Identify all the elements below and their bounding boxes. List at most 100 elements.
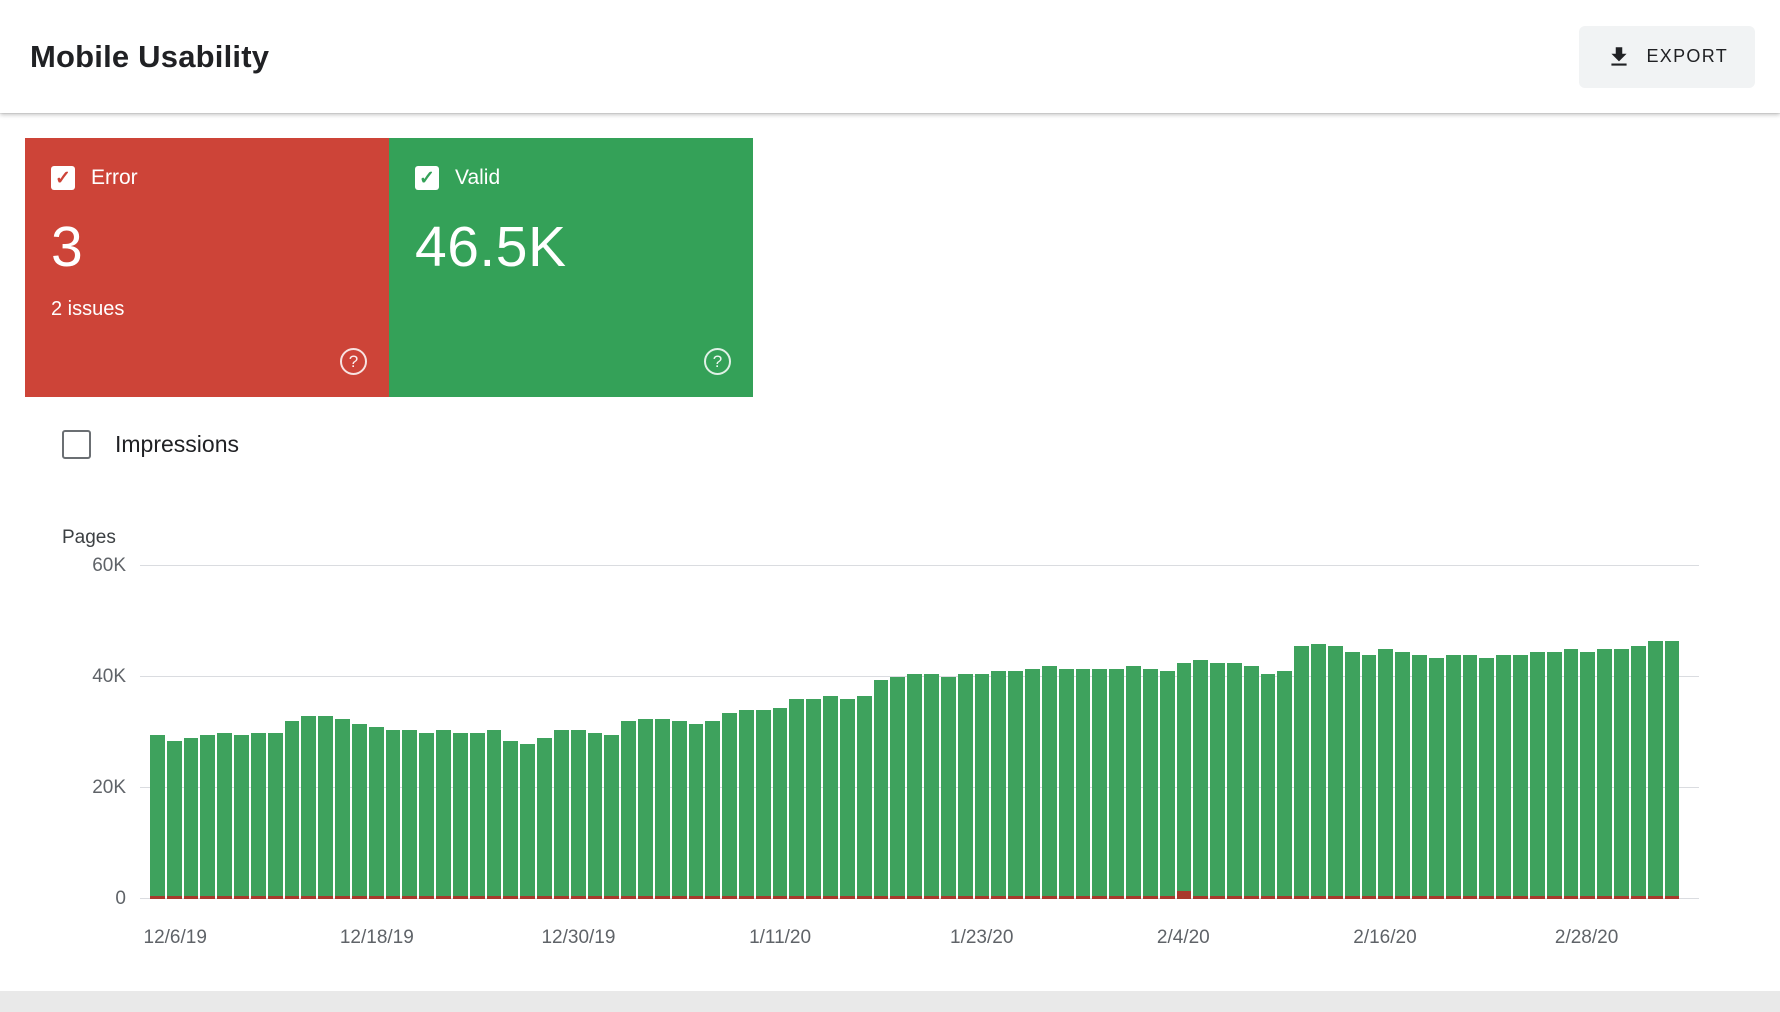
chart-bar[interactable] [183,566,199,899]
chart-bar[interactable] [1529,566,1545,899]
chart-bar[interactable] [1025,566,1040,899]
chart-bar[interactable] [486,566,502,899]
chart-bar[interactable] [1008,566,1024,899]
impressions-toggle[interactable]: Impressions [62,430,239,459]
chart-bar[interactable] [1580,566,1596,899]
chart-bar[interactable] [789,566,805,899]
chart-bar[interactable] [436,566,451,899]
error-filter-checkbox[interactable]: ✓ [51,166,75,190]
chart-bar[interactable] [200,566,216,899]
chart-bar[interactable] [722,566,737,899]
valid-card[interactable]: ✓ Valid 46.5K ? [389,138,753,397]
chart-bar[interactable] [1041,566,1057,899]
chart-bar[interactable] [1664,566,1680,899]
chart-bar[interactable] [335,566,350,899]
chart-bar[interactable] [856,566,872,899]
chart-bar[interactable] [1227,566,1242,899]
chart-bar[interactable] [671,566,687,899]
chart-bar[interactable] [839,566,855,899]
chart-bar[interactable] [873,566,889,899]
chart-bar[interactable] [217,566,233,899]
chart-bar[interactable] [1344,566,1360,899]
chart-bar[interactable] [940,566,956,899]
chart-bar[interactable] [1462,566,1478,899]
chart-bar[interactable] [1142,566,1158,899]
chart-bar[interactable] [638,566,653,899]
chart-bar[interactable] [1361,566,1377,899]
chart-bar[interactable] [974,566,990,899]
chart-bar[interactable] [469,566,485,899]
export-button[interactable]: EXPORT [1578,25,1755,88]
chart-bar[interactable] [1563,566,1579,899]
chart-bar[interactable] [1513,566,1528,899]
chart-bar[interactable] [890,566,906,899]
chart-bar[interactable] [1546,566,1562,899]
help-icon[interactable]: ? [340,348,367,375]
chart-bar[interactable] [351,566,367,899]
chart-bar[interactable] [150,566,165,899]
chart-bar[interactable] [1109,566,1125,899]
chart-bar[interactable] [705,566,721,899]
chart-bar[interactable] [924,566,939,899]
chart-bar[interactable] [166,566,182,899]
chart-bar[interactable] [1193,566,1209,899]
chart-bar[interactable] [587,566,603,899]
chart-bar[interactable] [1126,566,1141,899]
chart-bar[interactable] [1277,566,1293,899]
chart-bar[interactable] [957,566,973,899]
chart-bar[interactable] [368,566,384,899]
chart-bar[interactable] [1092,566,1108,899]
chart-bar[interactable] [419,566,435,899]
chart-bar[interactable] [553,566,569,899]
chart-bar[interactable] [604,566,620,899]
chart-bar[interactable] [1378,566,1394,899]
chart-bar[interactable] [772,566,788,899]
chart-bar[interactable] [1395,566,1411,899]
chart-bar[interactable] [385,566,401,899]
chart-bar[interactable] [503,566,519,899]
chart-bar[interactable] [806,566,822,899]
chart-bar[interactable] [1614,566,1629,899]
chart-bar[interactable] [402,566,418,899]
chart-bar[interactable] [301,566,317,899]
chart-bar[interactable] [1630,566,1646,899]
chart-bar[interactable] [1597,566,1613,899]
chart-bar[interactable] [570,566,586,899]
chart-bar[interactable] [1058,566,1074,899]
chart-bar[interactable] [1176,566,1192,899]
chart-bar[interactable] [1479,566,1495,899]
chart-bar[interactable] [1243,566,1259,899]
chart-bar[interactable] [267,566,283,899]
chart-bar[interactable] [1496,566,1512,899]
chart-bar[interactable] [621,566,637,899]
impressions-checkbox[interactable] [62,430,91,459]
chart-bar[interactable] [318,566,334,899]
chart-bar[interactable] [452,566,468,899]
chart-bar[interactable] [1260,566,1276,899]
chart-bar[interactable] [823,566,838,899]
chart-bar[interactable] [1311,566,1326,899]
chart-bar[interactable] [250,566,266,899]
valid-filter-checkbox[interactable]: ✓ [415,166,439,190]
chart-bar[interactable] [688,566,704,899]
chart-bar[interactable] [654,566,670,899]
chart-bar[interactable] [907,566,923,899]
chart-bar[interactable] [991,566,1007,899]
chart-bar[interactable] [1210,566,1225,899]
chart-bar[interactable] [1412,566,1427,899]
chart-bar[interactable] [234,566,249,899]
chart-bar[interactable] [1428,566,1444,899]
chart-bar[interactable] [1445,566,1461,899]
error-card[interactable]: ✓ Error 3 2 issues ? [25,138,389,397]
chart-bar[interactable] [1159,566,1175,899]
chart-bar[interactable] [1647,566,1663,899]
chart-bar[interactable] [1327,566,1343,899]
chart-bar[interactable] [1075,566,1091,899]
help-icon[interactable]: ? [704,348,731,375]
chart-bar[interactable] [520,566,536,899]
chart-bar[interactable] [537,566,552,899]
chart-bar[interactable] [738,566,754,899]
chart-bar[interactable] [1294,566,1310,899]
chart-bar[interactable] [755,566,771,899]
chart-bar[interactable] [284,566,300,899]
